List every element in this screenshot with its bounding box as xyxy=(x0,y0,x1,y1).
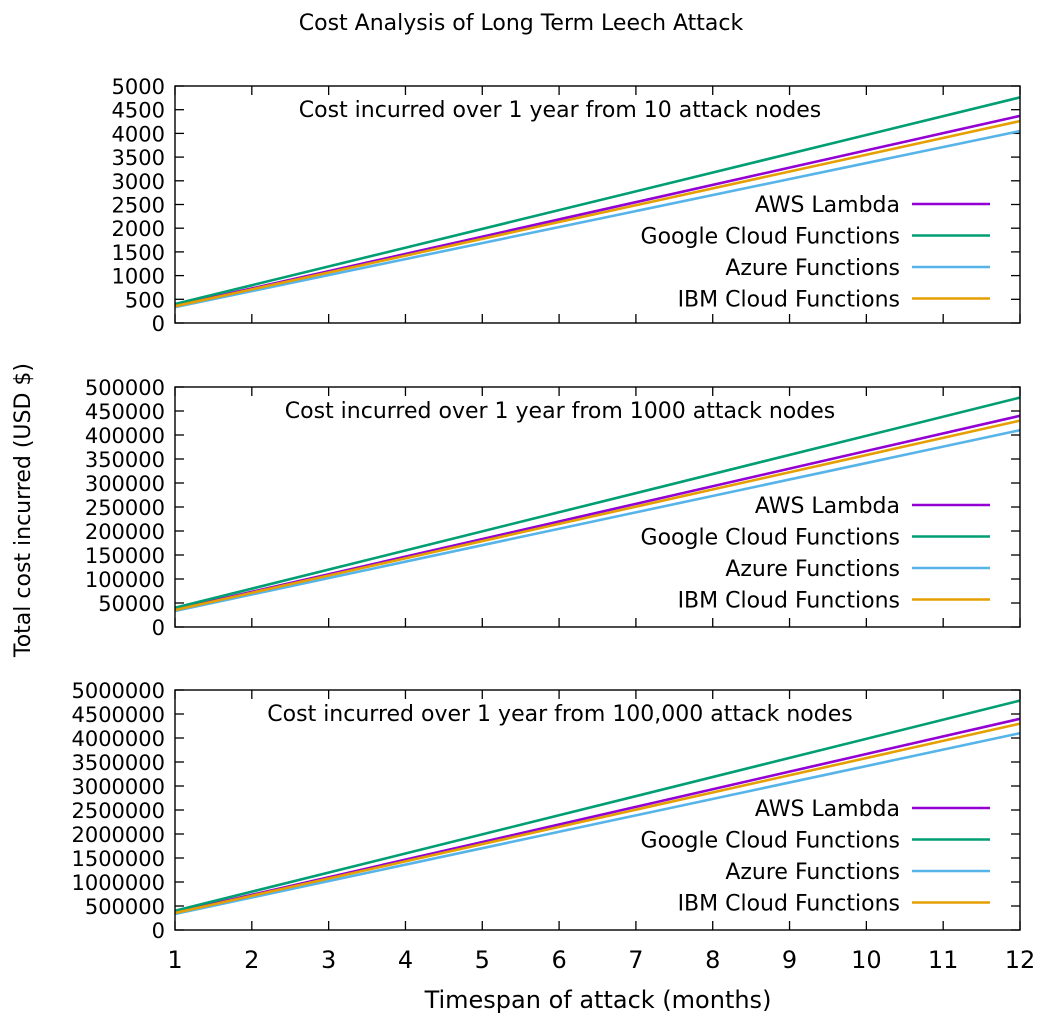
y-tick-label: 3500 xyxy=(112,146,165,170)
y-tick-label: 1000 xyxy=(112,265,165,289)
y-tick-label: 4500 xyxy=(112,99,165,123)
y-tick-label: 500000 xyxy=(85,376,165,400)
legend-label: Azure Functions xyxy=(725,557,900,582)
y-tick-label: 5000 xyxy=(112,75,165,99)
y-tick-label: 4000 xyxy=(112,122,165,146)
y-tick-label: 2000000 xyxy=(71,823,165,847)
legend-label: Azure Functions xyxy=(725,256,900,281)
series-line-azure-functions xyxy=(174,731,1021,916)
y-tick-label: 500000 xyxy=(85,895,165,919)
chart-panels: 0500100015002000250030003500400045005000… xyxy=(71,75,1035,974)
x-tick-label: 12 xyxy=(1005,946,1036,974)
panel-annotation: Cost incurred over 1 year from 10 attack… xyxy=(299,98,821,123)
x-tick-label: 6 xyxy=(551,946,566,974)
series-line-google-cloud-functions xyxy=(174,699,1021,913)
y-tick-label: 3500000 xyxy=(71,751,165,775)
legend-label: Azure Functions xyxy=(725,860,900,885)
x-tick-label: 3 xyxy=(321,946,336,974)
x-tick-label: 10 xyxy=(851,946,882,974)
y-tick-label: 350000 xyxy=(85,448,165,472)
y-tick-label: 450000 xyxy=(85,400,165,424)
chart-title: Cost Analysis of Long Term Leech Attack xyxy=(299,11,744,36)
series-line-ibm-cloud-functions xyxy=(174,119,1021,308)
x-tick-label: 4 xyxy=(398,946,413,974)
legend-label: AWS Lambda xyxy=(755,193,900,218)
y-axis-label: Total cost incurred (USD $) xyxy=(11,363,36,658)
y-tick-label: 50000 xyxy=(98,592,165,616)
y-tick-label: 5000000 xyxy=(71,679,165,703)
y-tick-label: 0 xyxy=(152,919,165,943)
legend-label: Google Cloud Functions xyxy=(641,225,900,250)
y-tick-label: 100000 xyxy=(85,568,165,592)
x-tick-label: 9 xyxy=(782,946,797,974)
series-line-ibm-cloud-functions xyxy=(174,722,1021,915)
series-line-azure-functions xyxy=(174,428,1021,613)
y-tick-label: 300000 xyxy=(85,472,165,496)
series-line-ibm-cloud-functions xyxy=(174,419,1021,612)
legend-label: IBM Cloud Functions xyxy=(678,892,900,917)
y-tick-label: 1500000 xyxy=(71,847,165,871)
x-tick-label: 7 xyxy=(628,946,643,974)
y-tick-label: 150000 xyxy=(85,544,165,568)
series-line-google-cloud-functions xyxy=(174,96,1021,306)
plot-frame xyxy=(174,85,1021,324)
y-tick-label: 1000000 xyxy=(71,871,165,895)
y-tick-label: 4000000 xyxy=(71,727,165,751)
y-tick-label: 4500000 xyxy=(71,703,165,727)
y-tick-label: 200000 xyxy=(85,520,165,544)
y-tick-label: 1500 xyxy=(112,241,165,265)
legend-label: AWS Lambda xyxy=(755,797,900,822)
legend-label: AWS Lambda xyxy=(755,494,900,519)
legend-label: Google Cloud Functions xyxy=(641,829,900,854)
y-tick-label: 500 xyxy=(125,288,165,312)
x-tick-label: 5 xyxy=(475,946,490,974)
x-tick-label: 1 xyxy=(167,946,182,974)
legend-label: IBM Cloud Functions xyxy=(678,288,900,313)
y-tick-label: 3000 xyxy=(112,170,165,194)
y-tick-label: 2500000 xyxy=(71,799,165,823)
legend-label: Google Cloud Functions xyxy=(641,526,900,551)
x-tick-label: 2 xyxy=(244,946,259,974)
legend-label: IBM Cloud Functions xyxy=(678,589,900,614)
y-tick-label: 0 xyxy=(152,312,165,336)
series-line-azure-functions xyxy=(174,129,1021,309)
y-tick-label: 2000 xyxy=(112,217,165,241)
panel-2: 0500001000001500002000002500003000003500… xyxy=(85,376,1021,640)
y-tick-label: 2500 xyxy=(112,194,165,218)
x-tick-label: 8 xyxy=(705,946,720,974)
series-line-google-cloud-functions xyxy=(174,396,1021,610)
panel-annotation: Cost incurred over 1 year from 100,000 a… xyxy=(267,702,852,727)
panel-1: 0500100015002000250030003500400045005000… xyxy=(112,75,1021,336)
panel-annotation: Cost incurred over 1 year from 1000 atta… xyxy=(285,399,835,424)
plot-frame xyxy=(174,689,1021,931)
panel-3: 0500000100000015000002000000250000030000… xyxy=(71,679,1035,974)
plot-frame xyxy=(174,386,1021,628)
y-tick-label: 250000 xyxy=(85,496,165,520)
y-tick-label: 400000 xyxy=(85,424,165,448)
y-tick-label: 3000000 xyxy=(71,775,165,799)
x-tick-label: 11 xyxy=(928,946,959,974)
y-tick-label: 0 xyxy=(152,616,165,640)
x-axis-label: Timespan of attack (months) xyxy=(424,986,772,1014)
